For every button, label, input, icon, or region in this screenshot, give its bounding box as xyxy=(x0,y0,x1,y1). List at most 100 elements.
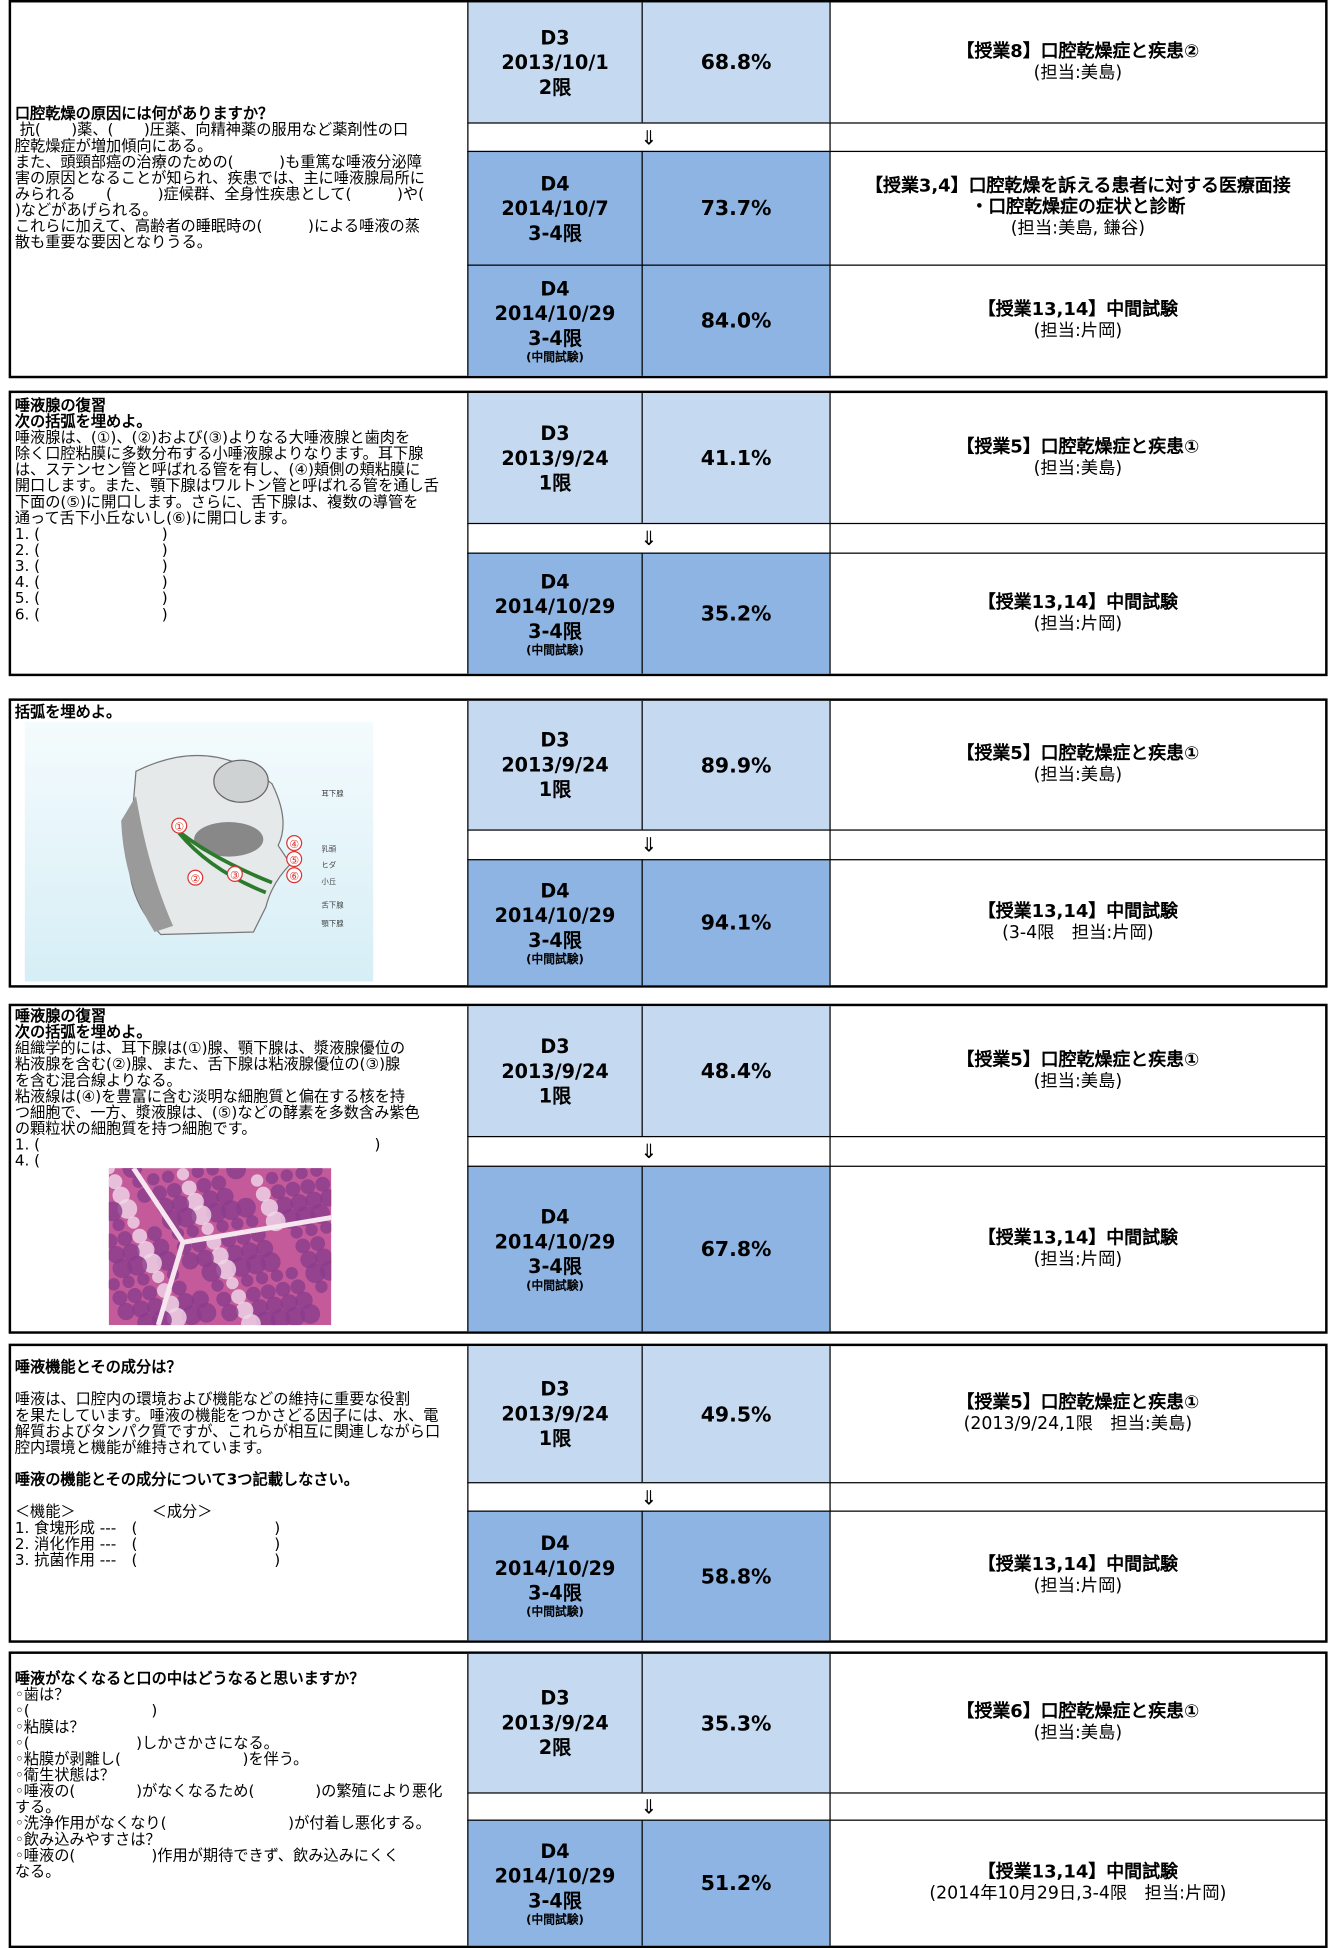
lecture-cell: 【授業13,14】中間試験 (担当:片岡) xyxy=(829,1165,1326,1332)
text-line: 唾液腺の復習 xyxy=(14,1007,107,1025)
question-block: 括弧を埋めよ。 ① ② ③ ④ ⑤ ⑥ 耳下腺 乳頭 ヒダ 小丘 舌下腺 顎下腺 D3 2013/9/24 1… xyxy=(8,698,1328,988)
label-circle xyxy=(226,865,243,882)
text-line: ◦洗浄作用がなくなり( )が付着し悪化する。 xyxy=(14,1814,431,1832)
text-line: 下面の(⑤)に開口します。さらに、舌下腺は、複数の導管を xyxy=(14,493,419,511)
staff: (担当:美島) xyxy=(1033,62,1123,83)
cell xyxy=(137,1312,157,1326)
rate: 67.8% xyxy=(700,1237,772,1261)
figure-label: ③ xyxy=(230,869,240,882)
date: 2014/10/29 xyxy=(494,904,616,927)
period: 3-4限 xyxy=(528,1255,582,1278)
paragraph: ◦歯は？ ◦( ) ◦粘膜は？ ◦( )しかさかさになる。 ◦粘膜が剥離し( )を伴う。… xyxy=(15,1687,467,1880)
cell xyxy=(245,1215,259,1228)
text-line: 抗( )薬、( )圧薬、向精神薬の服用など薬剤性の口 xyxy=(14,121,409,139)
cell xyxy=(211,1175,227,1191)
session-cell: D3 2013/9/24 1限 xyxy=(467,700,642,830)
text-line: 6. ( ) xyxy=(14,605,168,623)
arrow: ⇓ xyxy=(640,526,658,551)
tongue xyxy=(194,822,264,857)
cell xyxy=(196,1302,217,1323)
figure-term: 舌下腺 xyxy=(321,899,344,909)
grade: D4 xyxy=(540,172,570,195)
rate-cell: 51.2% xyxy=(641,1819,830,1946)
lecture: 【授業6】口腔乾燥症と疾患① xyxy=(956,1702,1200,1722)
period: 1限 xyxy=(538,778,572,801)
session-cell: D4 2014/10/29 3-4限 (中間試験) xyxy=(467,1165,642,1332)
lecture: ・口腔乾燥症の症状と診断 xyxy=(970,197,1186,218)
session-cell: D3 2013/9/24 1限 xyxy=(467,1346,642,1483)
lecture: 【授業8】口腔乾燥症と疾患② xyxy=(956,41,1200,62)
figure-term: 顎下腺 xyxy=(321,918,344,928)
staff: (2014年10月29日,3-4限 担当:片岡) xyxy=(929,1883,1227,1903)
text-line: ＜機能＞ ＜成分＞ xyxy=(14,1503,213,1521)
cell xyxy=(270,1269,284,1282)
text-line: 解質およびタンパク質ですが、これらが相互に関連しながら口 xyxy=(14,1422,441,1441)
staff: (担当:美島) xyxy=(1033,457,1123,478)
histology-image xyxy=(108,1168,332,1326)
text-line: 唾液機能とその成分は？ xyxy=(14,1358,182,1376)
note: (中間試験) xyxy=(526,952,584,967)
grade: D3 xyxy=(540,729,570,752)
lecture-cell: 【授業5】口腔乾燥症と疾患① (2013/9/24,1限 担当:美島) xyxy=(829,1346,1325,1483)
figure-label: ① xyxy=(174,821,184,834)
cell xyxy=(181,1305,202,1326)
staff: (担当:片岡) xyxy=(1033,1249,1123,1269)
note: (中間試験) xyxy=(526,350,584,365)
date: 2013/9/24 xyxy=(501,754,609,777)
cell xyxy=(285,1306,306,1326)
cell xyxy=(245,1254,266,1275)
text-line: ◦唾液の( )がなくなるため( )の繁殖により悪化 xyxy=(14,1782,443,1800)
arrow-cell: ⇓ xyxy=(467,1482,830,1511)
lecture-cell: 【授業13,14】中間試験 (担当:片岡) xyxy=(829,1510,1326,1641)
paragraph: 抗( )薬、( )圧薬、向精神薬の服用など薬剤性の口 腔乾燥症が増加傾向にある。ま… xyxy=(15,122,467,251)
period: 3-4限 xyxy=(528,1889,582,1912)
cell xyxy=(112,1290,128,1306)
question-block: 唾液機能とその成分は？ 唾液は、口腔内の環境および機能などの維持に重要な役割 を果た… xyxy=(8,1343,1328,1643)
arrow: ⇓ xyxy=(640,1794,658,1819)
text-line: ◦( ) xyxy=(14,1702,158,1720)
empty-cell xyxy=(829,829,1326,860)
tissue-gap xyxy=(131,1168,332,1326)
session-cell: D4 2014/10/29 3-4限 (中間試験) xyxy=(467,264,642,376)
cell xyxy=(142,1285,157,1301)
cell xyxy=(285,1267,298,1280)
session-cell: D3 2013/9/24 2限 xyxy=(467,1653,642,1793)
lecture-cell: 【授業13,14】中間試験 (3-4限 担当:片岡) xyxy=(829,859,1326,986)
cell xyxy=(201,1222,214,1235)
paragraph: 唾液腺の復習 次の括弧を埋めよ。 xyxy=(14,1007,467,1041)
lecture: 【授業13,14】中間試験 xyxy=(977,901,1178,922)
rate: 51.2% xyxy=(700,1871,772,1895)
cell xyxy=(226,1168,246,1180)
jaw xyxy=(121,796,174,933)
paragraph: 唾液機能とその成分は？ xyxy=(14,1358,467,1376)
paragraph: 唾液の機能とその成分について3つ記載しなさい。 xyxy=(15,1472,467,1488)
cell xyxy=(147,1173,160,1186)
rate-cell: 49.5% xyxy=(641,1346,830,1483)
date: 2014/10/29 xyxy=(494,1230,616,1253)
lecture-cell: 【授業8】口腔乾燥症と疾患② (担当:美島) xyxy=(829,2,1325,123)
cell xyxy=(241,1274,254,1287)
text-line: 唾液は、口腔内の環境および機能などの維持に重要な役割 xyxy=(14,1390,411,1408)
cell xyxy=(181,1252,200,1270)
grade: D4 xyxy=(540,570,570,593)
text-line: する。 xyxy=(14,1798,61,1816)
text-line: ◦歯は？ xyxy=(14,1686,70,1704)
text-line: 害の原因となることが知られ、疾患では、主に唾液腺局所に xyxy=(14,169,425,187)
date: 2013/9/24 xyxy=(501,446,609,470)
cell xyxy=(255,1271,269,1285)
paragraph: 唾液がなくなると口の中はどうなると思いますか？ xyxy=(15,1671,467,1687)
lecture-cell: 【授業5】口腔乾燥症と疾患① (担当:美島) xyxy=(829,1006,1325,1136)
cell xyxy=(152,1185,167,1201)
lecture-cell: 【授業5】口腔乾燥症と疾患① (担当:美島) xyxy=(829,393,1325,523)
empty-cell xyxy=(829,1482,1326,1511)
label-circle xyxy=(171,817,188,834)
session-cell: D4 2014/10/29 3-4限 (中間試験) xyxy=(467,1510,642,1641)
cell xyxy=(216,1259,237,1280)
paragraph: 唾液腺は、(①)、(②)および(③)よりなる大唾液腺と歯肉を 除く口腔粘膜に多数分… xyxy=(15,430,467,623)
arrow-cell: ⇓ xyxy=(467,1135,830,1166)
staff: (担当:片岡) xyxy=(1033,1576,1123,1596)
text-line: 次の括弧を埋めよ。 xyxy=(14,412,152,431)
text-line: 1. ( ) xyxy=(14,1135,381,1154)
rate: 58.8% xyxy=(700,1564,772,1588)
cell xyxy=(250,1174,264,1187)
